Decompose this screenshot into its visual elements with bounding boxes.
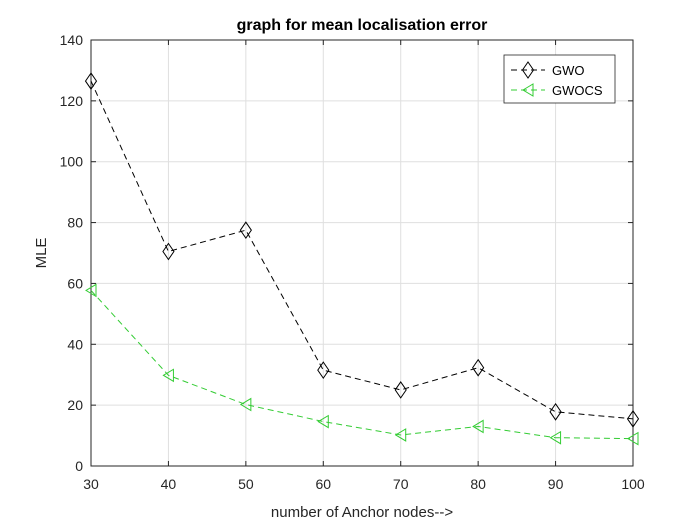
y-tick-label: 140 bbox=[60, 32, 84, 48]
axis-ticks: 30 40 50 60 70 80 90 100 0 20 40 60 80 100 120 140 bbox=[60, 32, 645, 492]
y-tick-label: 60 bbox=[67, 275, 83, 291]
x-tick-label: 90 bbox=[548, 476, 564, 492]
gwocs-point bbox=[162, 368, 174, 383]
plot-area bbox=[91, 40, 633, 466]
y-tick-label: 100 bbox=[60, 154, 84, 170]
legend-marker-gwocs bbox=[522, 83, 534, 97]
gwo-point bbox=[626, 409, 640, 428]
data-series bbox=[84, 72, 640, 446]
gwocs-point bbox=[627, 431, 639, 446]
x-tick-label: 30 bbox=[83, 476, 99, 492]
gwo-point bbox=[472, 358, 485, 377]
gwo-point bbox=[239, 221, 252, 240]
gwo-point bbox=[84, 72, 98, 90]
gwocs-point bbox=[549, 430, 562, 445]
gwocs-point bbox=[85, 283, 97, 298]
gwo-point bbox=[317, 361, 330, 380]
gwo-point bbox=[162, 242, 175, 261]
gwocs-point bbox=[239, 397, 252, 412]
y-axis-label: MLE bbox=[33, 238, 50, 269]
series-gwocs bbox=[85, 283, 639, 446]
legend-marker-gwo bbox=[521, 61, 535, 79]
y-tick-label: 20 bbox=[67, 397, 83, 413]
legend-box bbox=[503, 54, 616, 104]
gwocs-point bbox=[472, 419, 484, 434]
legend: GWO GWOCS bbox=[503, 54, 616, 104]
x-tick-label: 80 bbox=[470, 476, 486, 492]
gwo-point bbox=[394, 381, 407, 399]
series-gwo bbox=[84, 72, 640, 428]
x-tick-label: 60 bbox=[315, 476, 331, 492]
x-tick-label: 40 bbox=[161, 476, 177, 492]
legend-label-gwo: GWO bbox=[552, 63, 585, 78]
y-tick-label: 80 bbox=[67, 215, 83, 231]
legend-label-gwocs: GWOCS bbox=[552, 83, 603, 98]
x-axis-label: number of Anchor nodes--> bbox=[271, 504, 453, 521]
plot-frame bbox=[90, 39, 634, 467]
x-tick-label: 70 bbox=[393, 476, 409, 492]
y-tick-label: 40 bbox=[67, 336, 83, 352]
chart-title: graph for mean localisation error bbox=[237, 17, 488, 34]
gwocs-point bbox=[394, 428, 407, 442]
y-tick-label: 120 bbox=[60, 93, 84, 109]
y-tick-label: 0 bbox=[75, 458, 83, 474]
gwo-line bbox=[90, 80, 634, 420]
gwocs-point bbox=[317, 414, 329, 429]
x-tick-label: 50 bbox=[238, 476, 254, 492]
x-tick-label: 100 bbox=[621, 476, 645, 492]
gwo-point bbox=[549, 402, 562, 421]
